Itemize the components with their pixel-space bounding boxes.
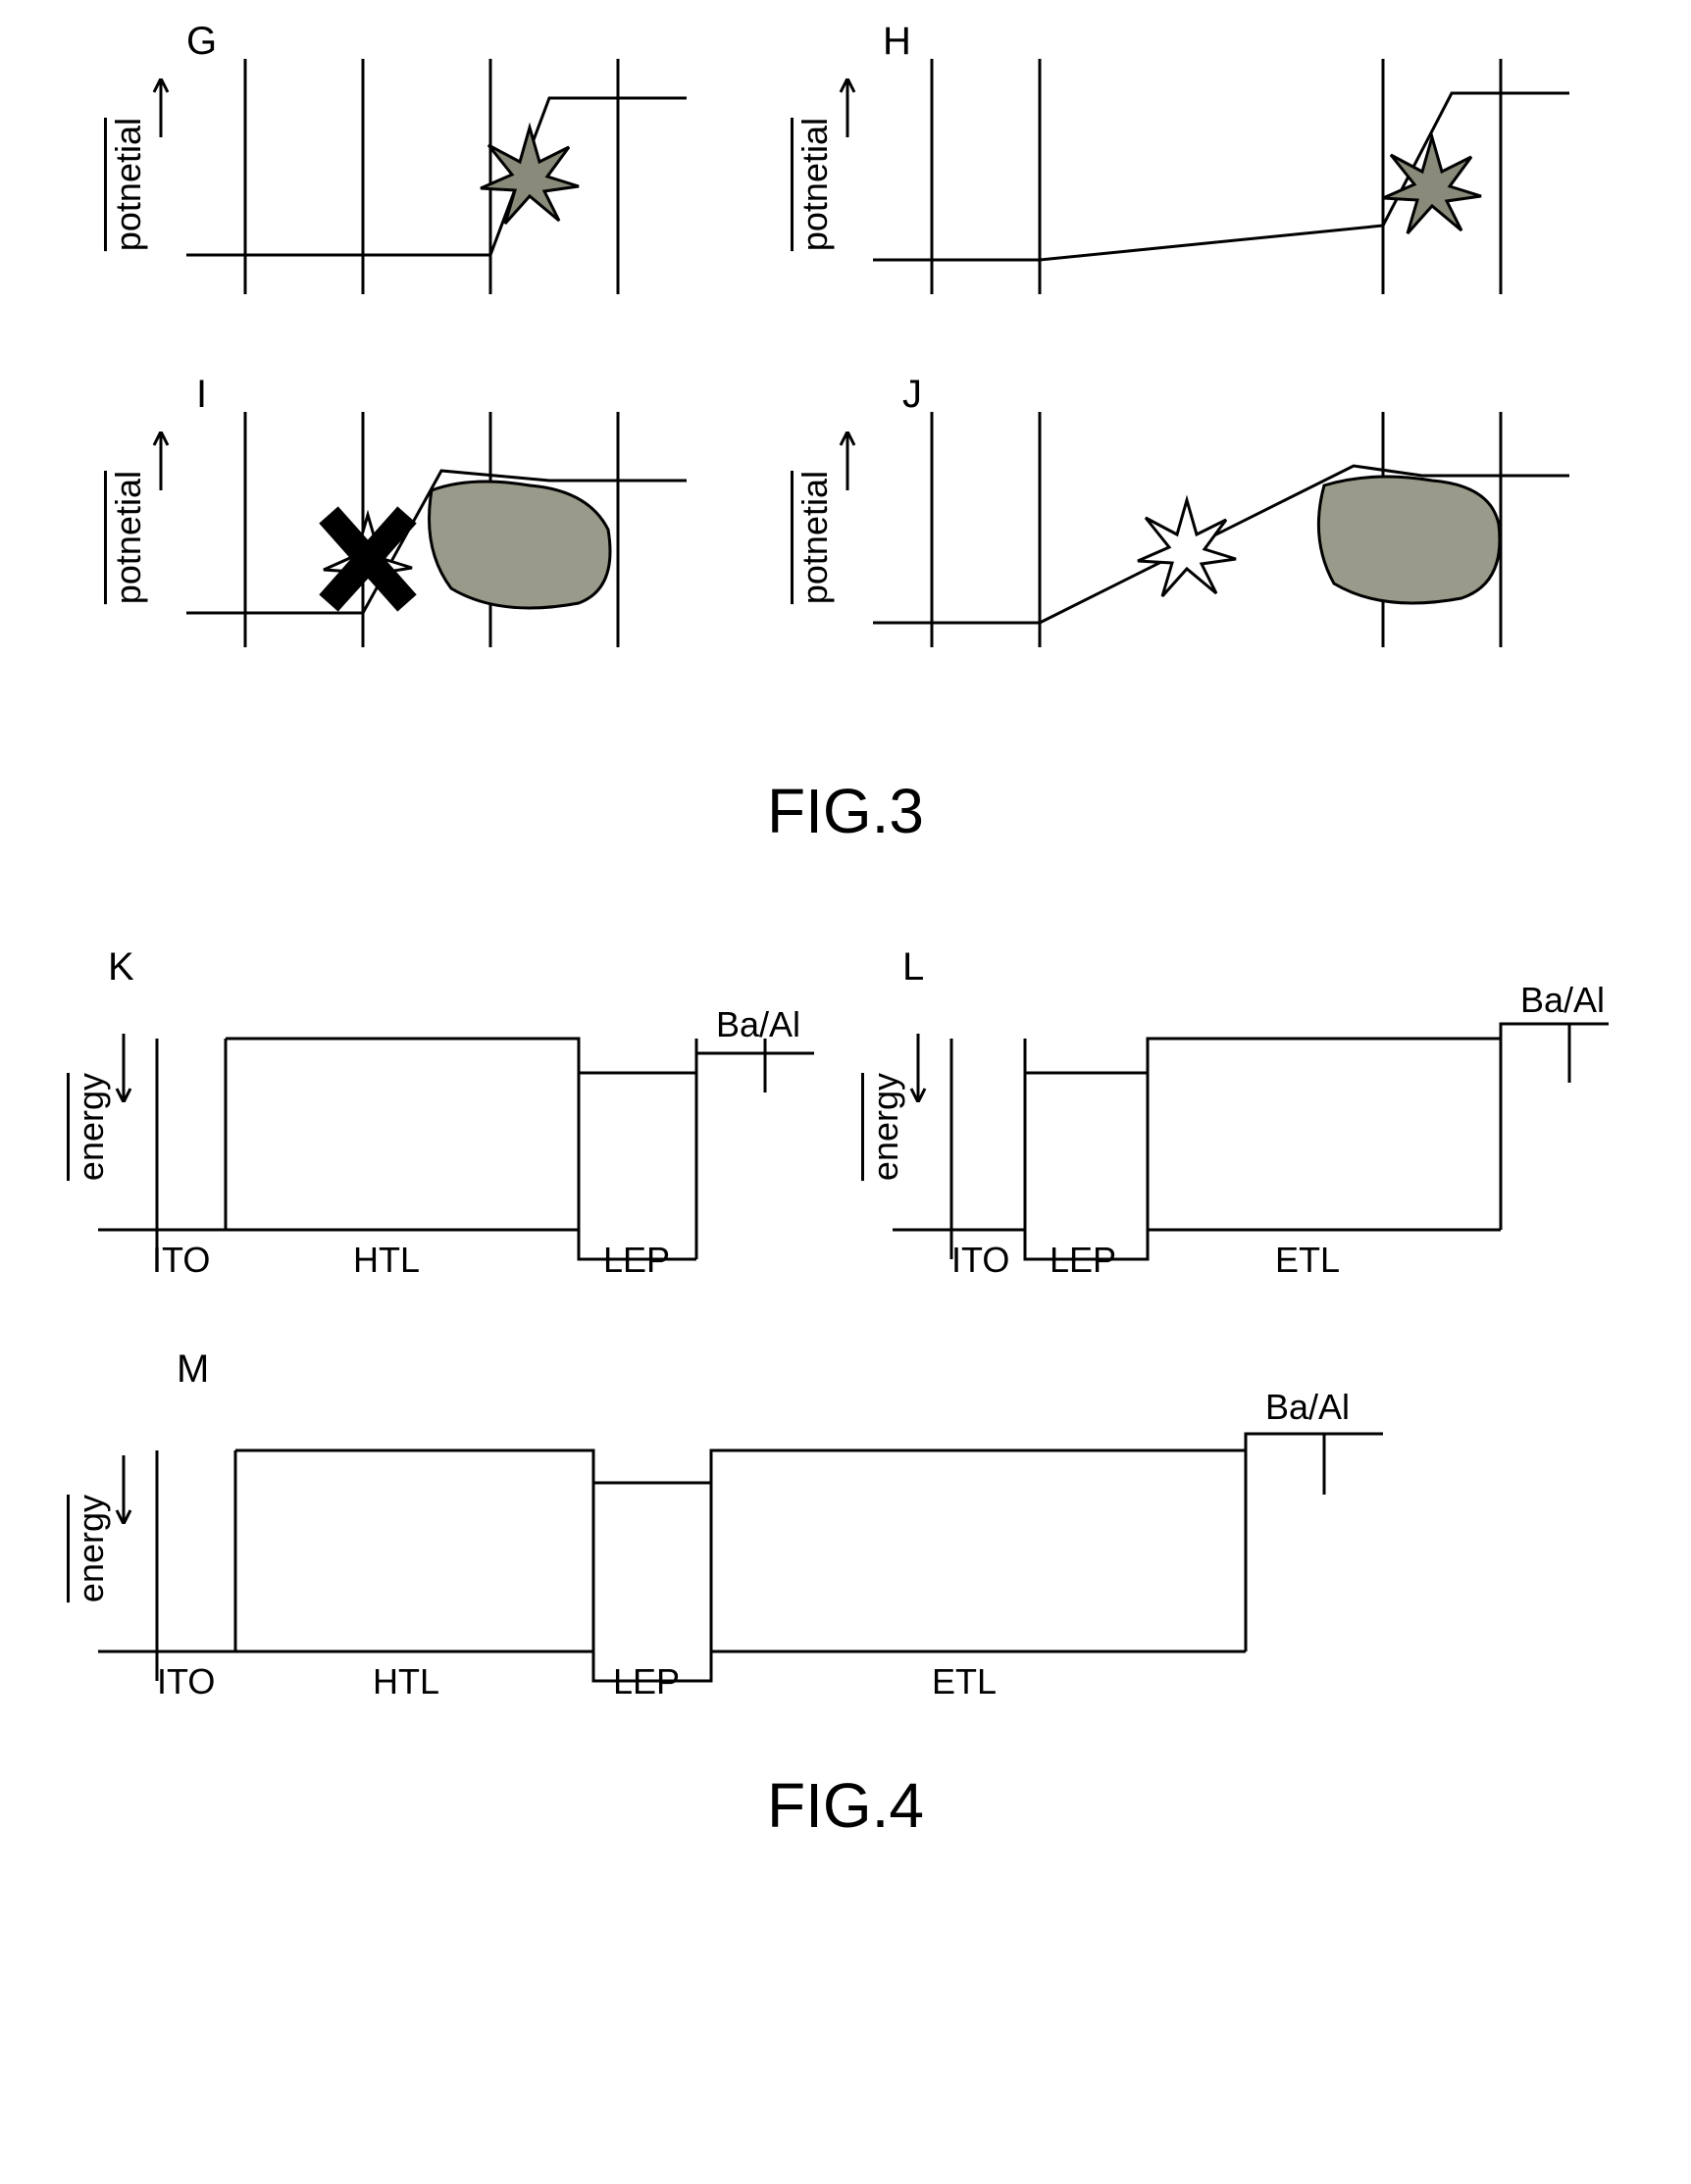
- panel-i-label: I: [196, 373, 207, 417]
- panel-m-htl: HTL: [373, 1661, 439, 1702]
- panel-l-ito: ITO: [951, 1240, 1009, 1281]
- panel-m-diagram: [59, 1397, 1452, 1701]
- panel-j-arrow-icon: [838, 432, 857, 490]
- panel-l-axis-label: energy: [865, 1073, 906, 1181]
- panel-h-diagram: [863, 39, 1609, 314]
- panel-m-label: M: [177, 1347, 209, 1392]
- panel-g-diagram: [177, 39, 726, 314]
- panel-j-label: J: [902, 373, 922, 417]
- panel-g-axis-label: potnetial: [108, 118, 149, 251]
- panel-l-diagram: [853, 985, 1618, 1279]
- panel-k-baal: Ba/Al: [716, 1004, 800, 1045]
- panel-l-baal: Ba/Al: [1520, 980, 1605, 1021]
- panel-g: G potnetial: [118, 39, 726, 353]
- panel-l-label: L: [902, 945, 924, 990]
- page-root: G potnetial H potnetial: [39, 39, 1652, 1901]
- panel-k-ito: ITO: [152, 1240, 210, 1281]
- panel-l-lep: LEP: [1050, 1240, 1116, 1281]
- panel-j-diagram: [863, 392, 1609, 667]
- panel-k-diagram: [59, 985, 824, 1279]
- panel-m-arrow-icon: [114, 1455, 133, 1524]
- panel-m-axis-label: energy: [71, 1495, 112, 1602]
- panel-k-arrow-icon: [114, 1034, 133, 1102]
- panel-h-axis-label: potnetial: [794, 118, 836, 251]
- panel-j: J potnetial: [804, 392, 1609, 706]
- panel-m-lep: LEP: [613, 1661, 680, 1702]
- panel-k-lep: LEP: [603, 1240, 670, 1281]
- panel-m-etl: ETL: [932, 1661, 997, 1702]
- panel-i-axis-label: potnetial: [108, 471, 149, 604]
- panel-k-axis-label: energy: [71, 1073, 112, 1181]
- panel-l-arrow-icon: [908, 1034, 928, 1102]
- panel-l: L energy ITO LEP ETL Ba/Al: [853, 945, 1618, 1279]
- fig4-row1: K energy ITO HTL LEP Ba/Al: [59, 945, 1652, 1279]
- panel-g-label: G: [186, 20, 217, 64]
- panel-i: I potnetial: [118, 392, 726, 706]
- panel-i-diagram: [177, 392, 726, 667]
- panel-k-label: K: [108, 945, 134, 990]
- panel-i-arrow-icon: [151, 432, 171, 490]
- panel-k-htl: HTL: [353, 1240, 420, 1281]
- panel-h-label: H: [883, 20, 911, 64]
- panel-m-baal: Ba/Al: [1265, 1387, 1350, 1428]
- fig3-row2: I potnetial: [118, 392, 1652, 706]
- panel-m: M energy ITO HTL LEP ETL Ba/Al: [59, 1347, 1452, 1701]
- panel-l-etl: ETL: [1275, 1240, 1340, 1281]
- fig3-caption: FIG.3: [39, 775, 1652, 847]
- panel-k: K energy ITO HTL LEP Ba/Al: [59, 945, 824, 1279]
- panel-m-ito: ITO: [157, 1661, 215, 1702]
- panel-j-axis-label: potnetial: [794, 471, 836, 604]
- fig3-row1: G potnetial H potnetial: [118, 39, 1652, 353]
- fig4-row2: M energy ITO HTL LEP ETL Ba/Al: [59, 1347, 1652, 1701]
- panel-h-arrow-icon: [838, 78, 857, 137]
- panel-g-arrow-icon: [151, 78, 171, 137]
- panel-h: H potnetial: [804, 39, 1609, 353]
- fig4-caption: FIG.4: [39, 1769, 1652, 1842]
